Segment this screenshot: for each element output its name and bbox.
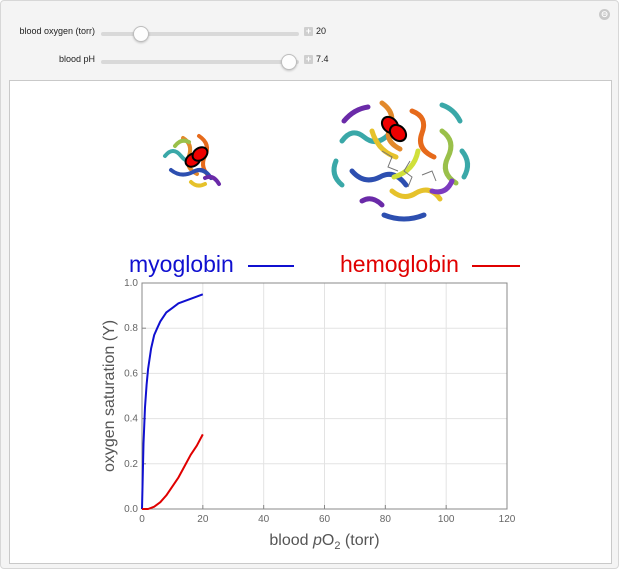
- legend-hemoglobin-swatch: [472, 265, 520, 267]
- blood-ph-label: blood pH: [58, 54, 95, 64]
- x-axis-label: blood pO2 (torr): [269, 532, 379, 552]
- legend-myoglobin-label: myoglobin: [129, 251, 234, 277]
- y-tick-label: 0.8: [124, 323, 138, 334]
- x-axis-label-sub: 2: [334, 540, 340, 552]
- x-tick-label: 60: [319, 514, 331, 525]
- chart-series: [141, 293, 204, 510]
- oxygen-saturation-chart: 0 20 40 60 80 100 120 0.0 0.2 0.4 0.6 0.8 1.0 oxygen…: [101, 278, 516, 552]
- x-tick-label: 40: [258, 514, 270, 525]
- chart-ticks: 0 20 40 60 80 100 120 0.0 0.2 0.4 0.6 0.8 1.0: [124, 278, 516, 525]
- blood-ph-expand-icon[interactable]: +: [304, 54, 313, 64]
- x-axis-label-italic: p: [312, 532, 322, 549]
- blood-oxygen-slider[interactable]: [101, 26, 299, 42]
- x-tick-label: 0: [139, 514, 145, 525]
- legend-hemoglobin-label: hemoglobin: [340, 251, 459, 277]
- y-tick-label: 0.6: [124, 368, 138, 379]
- y-tick-label: 0.4: [124, 414, 138, 425]
- x-axis-label-pre: blood: [269, 532, 313, 549]
- hemoglobin-structure-image: [331, 100, 470, 222]
- x-tick-label: 120: [499, 514, 516, 525]
- blood-ph-slider[interactable]: [101, 54, 299, 70]
- x-axis-label-post: (torr): [340, 532, 379, 549]
- x-tick-label: 80: [380, 514, 392, 525]
- blood-oxygen-value: 20: [316, 26, 327, 36]
- y-tick-label: 0.0: [124, 504, 138, 515]
- blood-oxygen-label: blood oxygen (torr): [19, 26, 95, 36]
- chart-grid: [142, 283, 507, 509]
- x-axis-label-main: O: [322, 532, 334, 549]
- x-tick-label: 20: [197, 514, 209, 525]
- reset-icon[interactable]: ⊖: [599, 9, 610, 20]
- series-line-myoglobin: [141, 293, 204, 510]
- y-tick-label: 1.0: [124, 278, 138, 289]
- blood-ph-value: 7.4: [316, 54, 329, 64]
- y-axis-label: oxygen saturation (Y): [101, 320, 118, 472]
- blood-oxygen-expand-icon[interactable]: +: [304, 26, 313, 36]
- blood-ph-slider-thumb[interactable]: [281, 54, 298, 70]
- blood-oxygen-slider-thumb[interactable]: [132, 26, 149, 42]
- myoglobin-structure-image: [163, 134, 221, 188]
- output-panel: myoglobin hemoglobin 0 20 40 60 80 100 120 0.0 0…: [9, 80, 612, 564]
- legend-myoglobin-swatch: [248, 265, 294, 267]
- control-blood-oxygen: blood oxygen (torr) + 20: [1, 23, 619, 43]
- y-tick-label: 0.2: [124, 459, 138, 470]
- series-line-hemoglobin: [142, 433, 204, 510]
- control-blood-ph: blood pH + 7.4: [1, 51, 619, 71]
- x-tick-label: 100: [438, 514, 455, 525]
